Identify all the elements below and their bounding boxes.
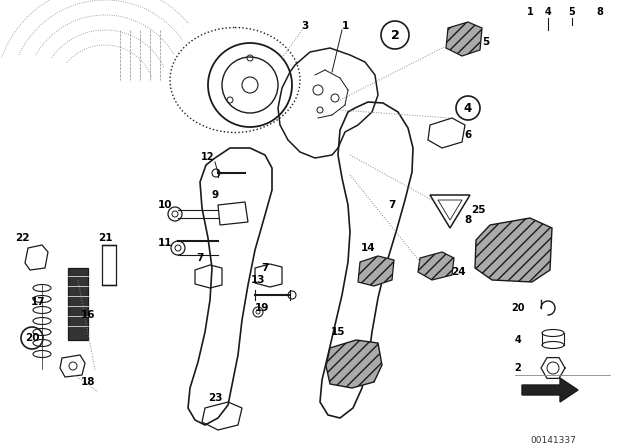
Polygon shape (418, 252, 454, 280)
Text: 3: 3 (301, 21, 308, 31)
Text: 4: 4 (545, 7, 552, 17)
Text: 10: 10 (157, 200, 172, 210)
Text: 8: 8 (596, 7, 604, 17)
Text: 00141337: 00141337 (530, 435, 576, 444)
Polygon shape (522, 378, 578, 402)
Polygon shape (446, 22, 482, 56)
Text: 4: 4 (515, 335, 522, 345)
Text: 22: 22 (15, 233, 29, 243)
Polygon shape (475, 218, 552, 282)
Text: 19: 19 (255, 303, 269, 313)
Text: 17: 17 (31, 297, 45, 307)
Text: 20: 20 (511, 303, 525, 313)
Text: 5: 5 (568, 7, 575, 17)
Text: 24: 24 (451, 267, 465, 277)
Text: 2: 2 (390, 29, 399, 42)
Text: 8: 8 (465, 215, 472, 225)
Text: 16: 16 (81, 310, 95, 320)
Polygon shape (326, 340, 382, 388)
Text: 14: 14 (361, 243, 375, 253)
Polygon shape (68, 268, 88, 340)
Text: 1: 1 (341, 21, 349, 31)
Text: 25: 25 (471, 205, 485, 215)
Text: 7: 7 (388, 200, 396, 210)
Text: 20: 20 (25, 333, 39, 343)
Text: 9: 9 (211, 190, 219, 200)
Text: 4: 4 (464, 102, 472, 115)
Text: 23: 23 (208, 393, 222, 403)
Text: 5: 5 (483, 37, 490, 47)
Text: 15: 15 (331, 327, 345, 337)
Text: 1: 1 (527, 7, 533, 17)
Text: 2: 2 (515, 363, 522, 373)
Text: 7: 7 (196, 253, 204, 263)
Text: 18: 18 (81, 377, 95, 387)
Text: 12: 12 (201, 152, 215, 162)
Text: 6: 6 (465, 130, 472, 140)
Text: 11: 11 (157, 238, 172, 248)
Text: 7: 7 (261, 263, 269, 273)
Text: 13: 13 (251, 275, 265, 285)
Polygon shape (358, 256, 394, 286)
Text: 21: 21 (98, 233, 112, 243)
